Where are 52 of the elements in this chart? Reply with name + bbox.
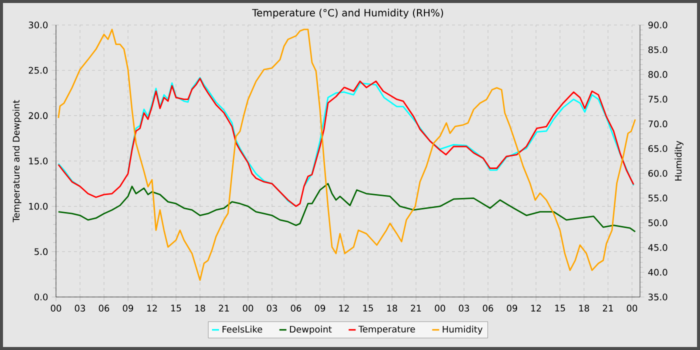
x-tick-label: 03 <box>74 304 85 312</box>
x-tick-label: 03 <box>266 304 278 312</box>
legend-label: Temperature <box>358 326 415 334</box>
x-tick-label: 00 <box>434 304 446 312</box>
x-tick-label: 00 <box>242 304 254 312</box>
x-tick-label: 15 <box>363 304 373 312</box>
x-tick-label: 12 <box>531 304 541 312</box>
x-tick-label: 03 <box>458 304 470 312</box>
x-tick-label: 18 <box>387 304 398 312</box>
x-tick-label: 09 <box>314 304 326 312</box>
legend-label: Humidity <box>442 326 482 334</box>
y-axis-title: Temperature and Dewpoint <box>12 100 22 222</box>
y-tick-label: 10.0 <box>29 202 48 210</box>
x-tick-label: 12 <box>147 304 157 312</box>
y2-tick-label: 40.0 <box>648 268 668 276</box>
y-tick-label: 20.0 <box>28 112 48 120</box>
legend-label: FeelsLike <box>222 326 262 333</box>
x-tick-label: 09 <box>122 304 134 312</box>
y2-tick-label: 35.0 <box>648 294 668 300</box>
y2-tick-label: 80.0 <box>648 71 668 78</box>
x-tick-label: 09 <box>506 304 518 312</box>
y2-tick-label: 50.0 <box>648 219 668 226</box>
y2-tick-label: 70.0 <box>648 120 668 128</box>
y-tick-label: 25.0 <box>28 66 48 74</box>
legend-label: Dewpoint <box>290 326 332 334</box>
x-tick-label: 06 <box>482 304 494 312</box>
line-series <box>58 28 636 281</box>
y-tick-label: 30.0 <box>28 22 48 28</box>
y2-tick-label: 45.0 <box>648 244 668 251</box>
chart-title: Temperature (°C) and Humidity (RH%) <box>252 8 444 18</box>
y2-tick-label: 55.0 <box>648 194 668 202</box>
x-tick-label: 00 <box>50 304 62 312</box>
y2-tick-label: 85.0 <box>648 46 668 54</box>
x-tick-label: 18 <box>195 304 206 312</box>
y2-tick-label: 90.0 <box>648 22 668 28</box>
x-tick-label: 12 <box>339 304 349 312</box>
x-tick-label: 15 <box>555 304 565 312</box>
x-tick-label: 21 <box>218 304 229 312</box>
y2-tick-label: 65.0 <box>648 145 668 152</box>
y2-axis-title: Humidity <box>674 140 684 181</box>
y-tick-label: 15.0 <box>29 158 48 164</box>
x-tick-label: 21 <box>410 304 421 312</box>
x-tick-label: 21 <box>602 304 613 312</box>
x-tick-label: 06 <box>98 304 110 312</box>
x-tick-label: 06 <box>290 304 302 312</box>
x-tick-label: 15 <box>171 304 181 312</box>
y2-tick-label: 75.0 <box>648 96 668 103</box>
x-tick-label: 00 <box>626 304 638 312</box>
y-tick-label: 0.0 <box>34 294 48 300</box>
y-tick-label: 5.0 <box>34 248 48 256</box>
y2-tick-label: 60.0 <box>648 170 668 177</box>
x-tick-label: 18 <box>579 304 590 312</box>
